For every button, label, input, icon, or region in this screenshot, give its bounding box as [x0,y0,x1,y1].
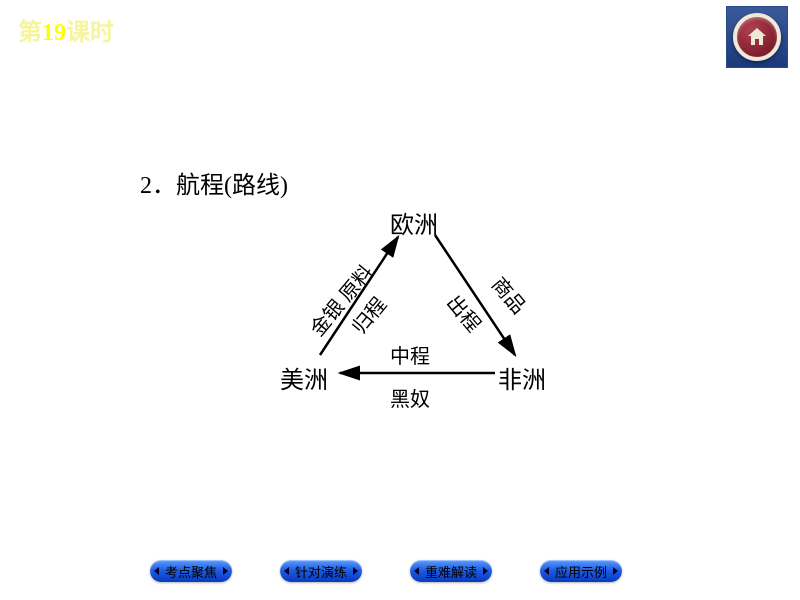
node-america: 美洲 [280,360,328,395]
home-button[interactable] [726,6,788,68]
nav-label: 考点聚焦 [165,562,217,581]
edge-label-slaves: 黑奴 [390,383,430,412]
node-africa: 非洲 [498,360,546,395]
lesson-number: 19 [42,20,66,46]
nav-btn-practice[interactable]: 针对演练 [280,560,362,582]
triangle-trade-diagram: 欧洲 美洲 非洲 金银 原料 归程 商品 出程 中程 黑奴 [280,205,560,415]
nav-btn-examples[interactable]: 应用示例 [540,560,622,582]
nav-label: 应用示例 [555,562,607,581]
edge-label-middle: 中程 [390,340,430,369]
bottom-nav: 考点聚焦 针对演练 重难解读 应用示例 [0,560,800,582]
nav-btn-analysis[interactable]: 重难解读 [410,560,492,582]
lesson-suffix: 课时 [66,20,114,46]
lesson-prefix: 第 [18,20,42,46]
nav-label: 针对演练 [295,562,347,581]
nav-label: 重难解读 [425,562,477,581]
nav-btn-focus[interactable]: 考点聚焦 [150,560,232,582]
lesson-header: 第19课时 [18,12,114,47]
section-title: 2．航程(路线) [140,165,288,200]
home-icon [733,13,781,61]
node-europe: 欧洲 [390,205,438,240]
